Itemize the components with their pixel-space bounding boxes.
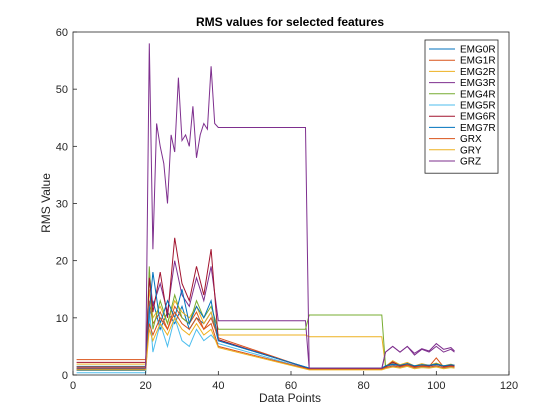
legend-entry: EMG3R (460, 78, 496, 89)
legend-entry: EMG5R (460, 101, 496, 112)
legend-entry: EMG6R (460, 112, 496, 123)
x-tick-label: 20 (140, 380, 152, 392)
chart-title: RMS values for selected features (196, 15, 384, 29)
y-tick-label: 0 (62, 370, 68, 382)
y-tick-label: 20 (56, 256, 68, 268)
y-tick-label: 40 (56, 141, 68, 153)
legend-entry: GRY (460, 145, 482, 156)
x-tick-label: 80 (358, 380, 370, 392)
legend-entry: EMG2R (460, 67, 496, 78)
legend-entry: EMG0R (460, 45, 496, 56)
x-tick-label: 0 (70, 380, 76, 392)
y-axis-label: RMS Value (39, 173, 53, 233)
x-tick-label: 120 (500, 380, 518, 392)
legend-entry: GRZ (460, 157, 481, 168)
y-tick-label: 10 (56, 313, 68, 325)
x-tick-label: 40 (212, 380, 224, 392)
legend-entry: EMG1R (460, 56, 496, 67)
x-tick-label: 100 (427, 380, 445, 392)
legend-entry: EMG4R (460, 89, 496, 100)
legend-entry: EMG7R (460, 123, 496, 134)
legend: EMG0REMG1REMG2REMG3REMG4REMG5REMG6REMG7R… (425, 40, 498, 173)
y-tick-label: 50 (56, 84, 68, 96)
legend-entry: GRX (460, 134, 482, 145)
x-axis-label: Data Points (259, 391, 321, 405)
y-tick-label: 30 (56, 199, 68, 211)
y-tick-label: 60 (56, 27, 68, 39)
